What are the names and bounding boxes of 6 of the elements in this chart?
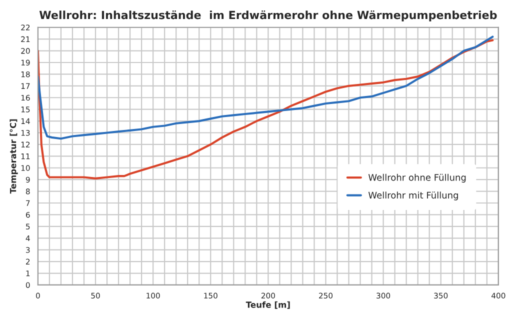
chart-title: Wellrohr: Inhaltszustände im Erdwärmerohr ohne Wärmepumpenbetrieb: [39, 10, 497, 22]
line-series: [38, 36, 494, 140]
legend-label: Wellrohr ohne Füllung: [368, 174, 466, 183]
legend-label: Wellrohr mit Füllung: [368, 192, 458, 200]
y-axis-title: Temperatur [°C]: [10, 119, 18, 194]
x-axis-title: Teufe [m]: [246, 301, 290, 309]
